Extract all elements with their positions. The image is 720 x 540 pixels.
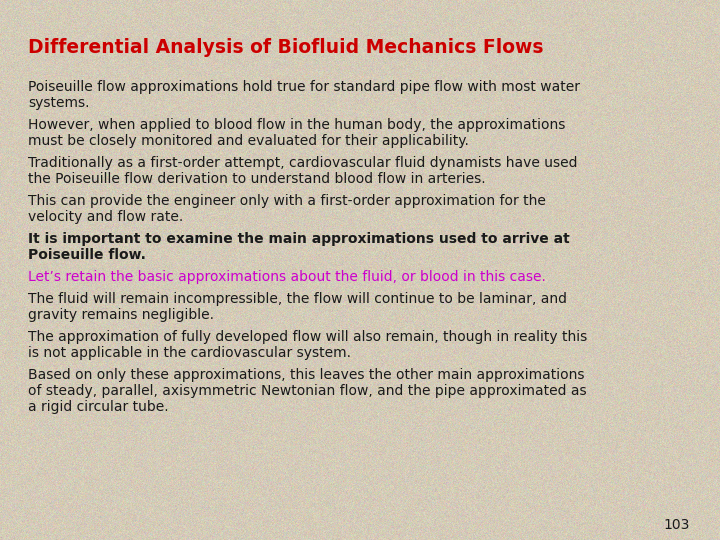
Text: 103: 103 [664,518,690,532]
Text: Traditionally as a first-order attempt, cardiovascular fluid dynamists have used: Traditionally as a first-order attempt, … [28,156,577,186]
Text: Let’s retain the basic approximations about the fluid, or blood in this case.: Let’s retain the basic approximations ab… [28,270,546,284]
Text: However, when applied to blood flow in the human body, the approximations
must b: However, when applied to blood flow in t… [28,118,565,148]
Text: This can provide the engineer only with a first-order approximation for the
velo: This can provide the engineer only with … [28,194,546,224]
Text: Based on only these approximations, this leaves the other main approximations
of: Based on only these approximations, this… [28,368,587,414]
Text: The approximation of fully developed flow will also remain, though in reality th: The approximation of fully developed flo… [28,329,588,360]
Text: Poiseuille flow approximations hold true for standard pipe flow with most water
: Poiseuille flow approximations hold true… [28,80,580,110]
Text: The fluid will remain incompressible, the flow will continue to be laminar, and
: The fluid will remain incompressible, th… [28,292,567,322]
Text: Differential Analysis of Biofluid Mechanics Flows: Differential Analysis of Biofluid Mechan… [28,38,544,57]
Text: It is important to examine the main approximations used to arrive at
Poiseuille : It is important to examine the main appr… [28,232,570,262]
